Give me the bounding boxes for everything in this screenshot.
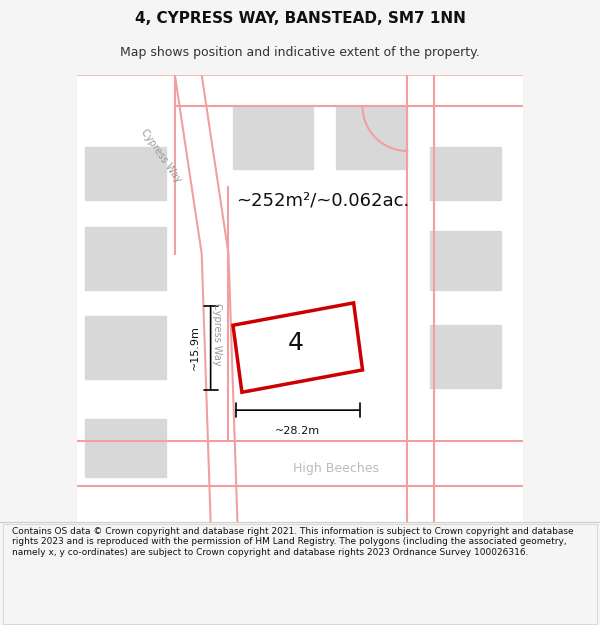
Text: 4, CYPRESS WAY, BANSTEAD, SM7 1NN: 4, CYPRESS WAY, BANSTEAD, SM7 1NN <box>134 11 466 26</box>
Text: Cypress Way: Cypress Way <box>139 127 184 184</box>
Bar <box>85 419 166 478</box>
Bar <box>85 316 166 379</box>
Polygon shape <box>233 303 362 392</box>
Text: 4: 4 <box>287 331 304 355</box>
Bar <box>430 231 501 289</box>
Bar <box>233 106 313 169</box>
Text: ~28.2m: ~28.2m <box>275 426 320 436</box>
Text: Map shows position and indicative extent of the property.: Map shows position and indicative extent… <box>120 46 480 59</box>
Text: ~252m²/~0.062ac.: ~252m²/~0.062ac. <box>236 191 409 209</box>
Bar <box>430 325 501 388</box>
Text: High Beeches: High Beeches <box>293 462 379 475</box>
Text: Cypress Way: Cypress Way <box>212 303 223 366</box>
Text: Contains OS data © Crown copyright and database right 2021. This information is : Contains OS data © Crown copyright and d… <box>12 527 574 557</box>
Bar <box>336 106 407 169</box>
Bar <box>85 227 166 289</box>
Text: ~15.9m: ~15.9m <box>190 325 199 370</box>
Bar <box>430 146 501 200</box>
Bar <box>85 146 166 200</box>
